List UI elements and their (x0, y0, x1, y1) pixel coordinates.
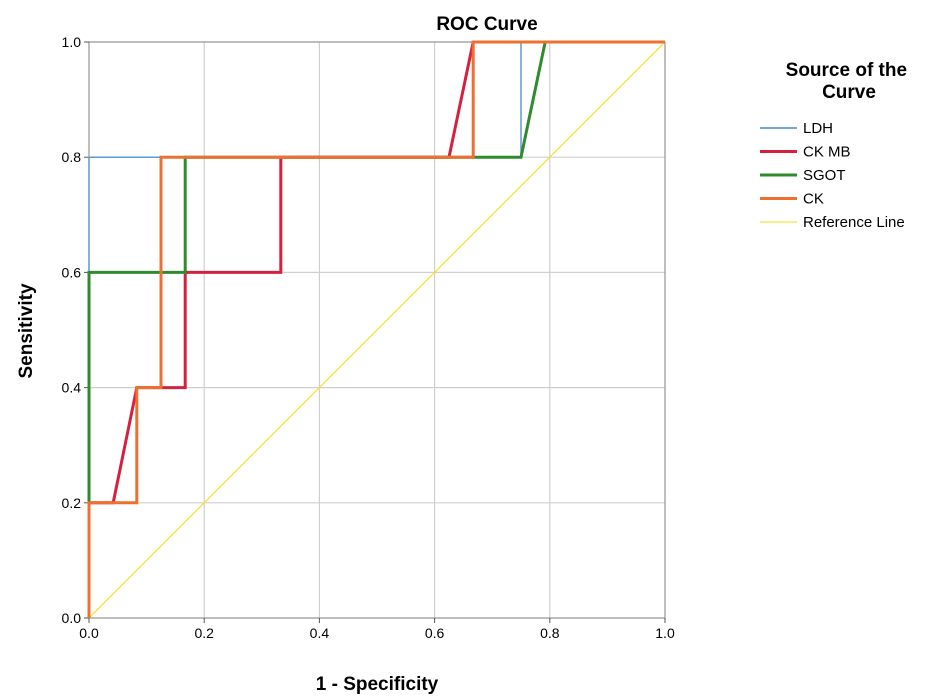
y-axis-label: Sensitivity (16, 283, 37, 378)
legend-title-line-2: Curve (822, 82, 876, 103)
x-tick-label-3: 0.6 (425, 625, 445, 641)
x-tick-label-1: 0.2 (194, 625, 214, 641)
legend-title: Source of the Curve (786, 60, 913, 103)
legend-title-line-1: Source of the (786, 60, 907, 81)
y-tick-label-4: 0.8 (62, 149, 82, 165)
x-tick-label-5: 1.0 (655, 625, 675, 641)
x-tick-label-2: 0.4 (310, 625, 330, 641)
legend-label-ck: CK (803, 191, 824, 208)
legend-label-sgot: SGOT (803, 167, 846, 184)
chart-title: ROC Curve (436, 14, 537, 35)
x-axis-label: 1 - Specificity (316, 674, 439, 695)
x-tick-label-0: 0.0 (79, 625, 99, 641)
x-tick-label-4: 0.8 (540, 625, 560, 641)
y-tick-label-0: 0.0 (62, 610, 82, 626)
y-tick-label-1: 0.2 (62, 495, 82, 511)
y-tick-label-5: 1.0 (62, 34, 82, 50)
series-line-reference-line (88, 41, 666, 619)
series-lines (87, 40, 666, 619)
y-tick-label-3: 0.6 (62, 264, 82, 280)
legend-label-ldh: LDH (803, 120, 833, 137)
legend-label-ck-mb: CK MB (803, 144, 851, 161)
legend-items: LDH CK MB SGOT CK Reference Line (760, 120, 905, 231)
legend-label-reference-line: Reference Line (803, 214, 905, 231)
series-line-ck (87, 40, 665, 618)
legend: Source of the Curve LDH CK MB SGOT CK Refere… (760, 60, 913, 231)
y-tick-label-2: 0.4 (62, 380, 82, 396)
axis-ticks: 0.0 0.2 0.4 0.6 0.8 1.0 0.0 0.2 0.4 0.6 0.8 1.0 (62, 34, 675, 641)
